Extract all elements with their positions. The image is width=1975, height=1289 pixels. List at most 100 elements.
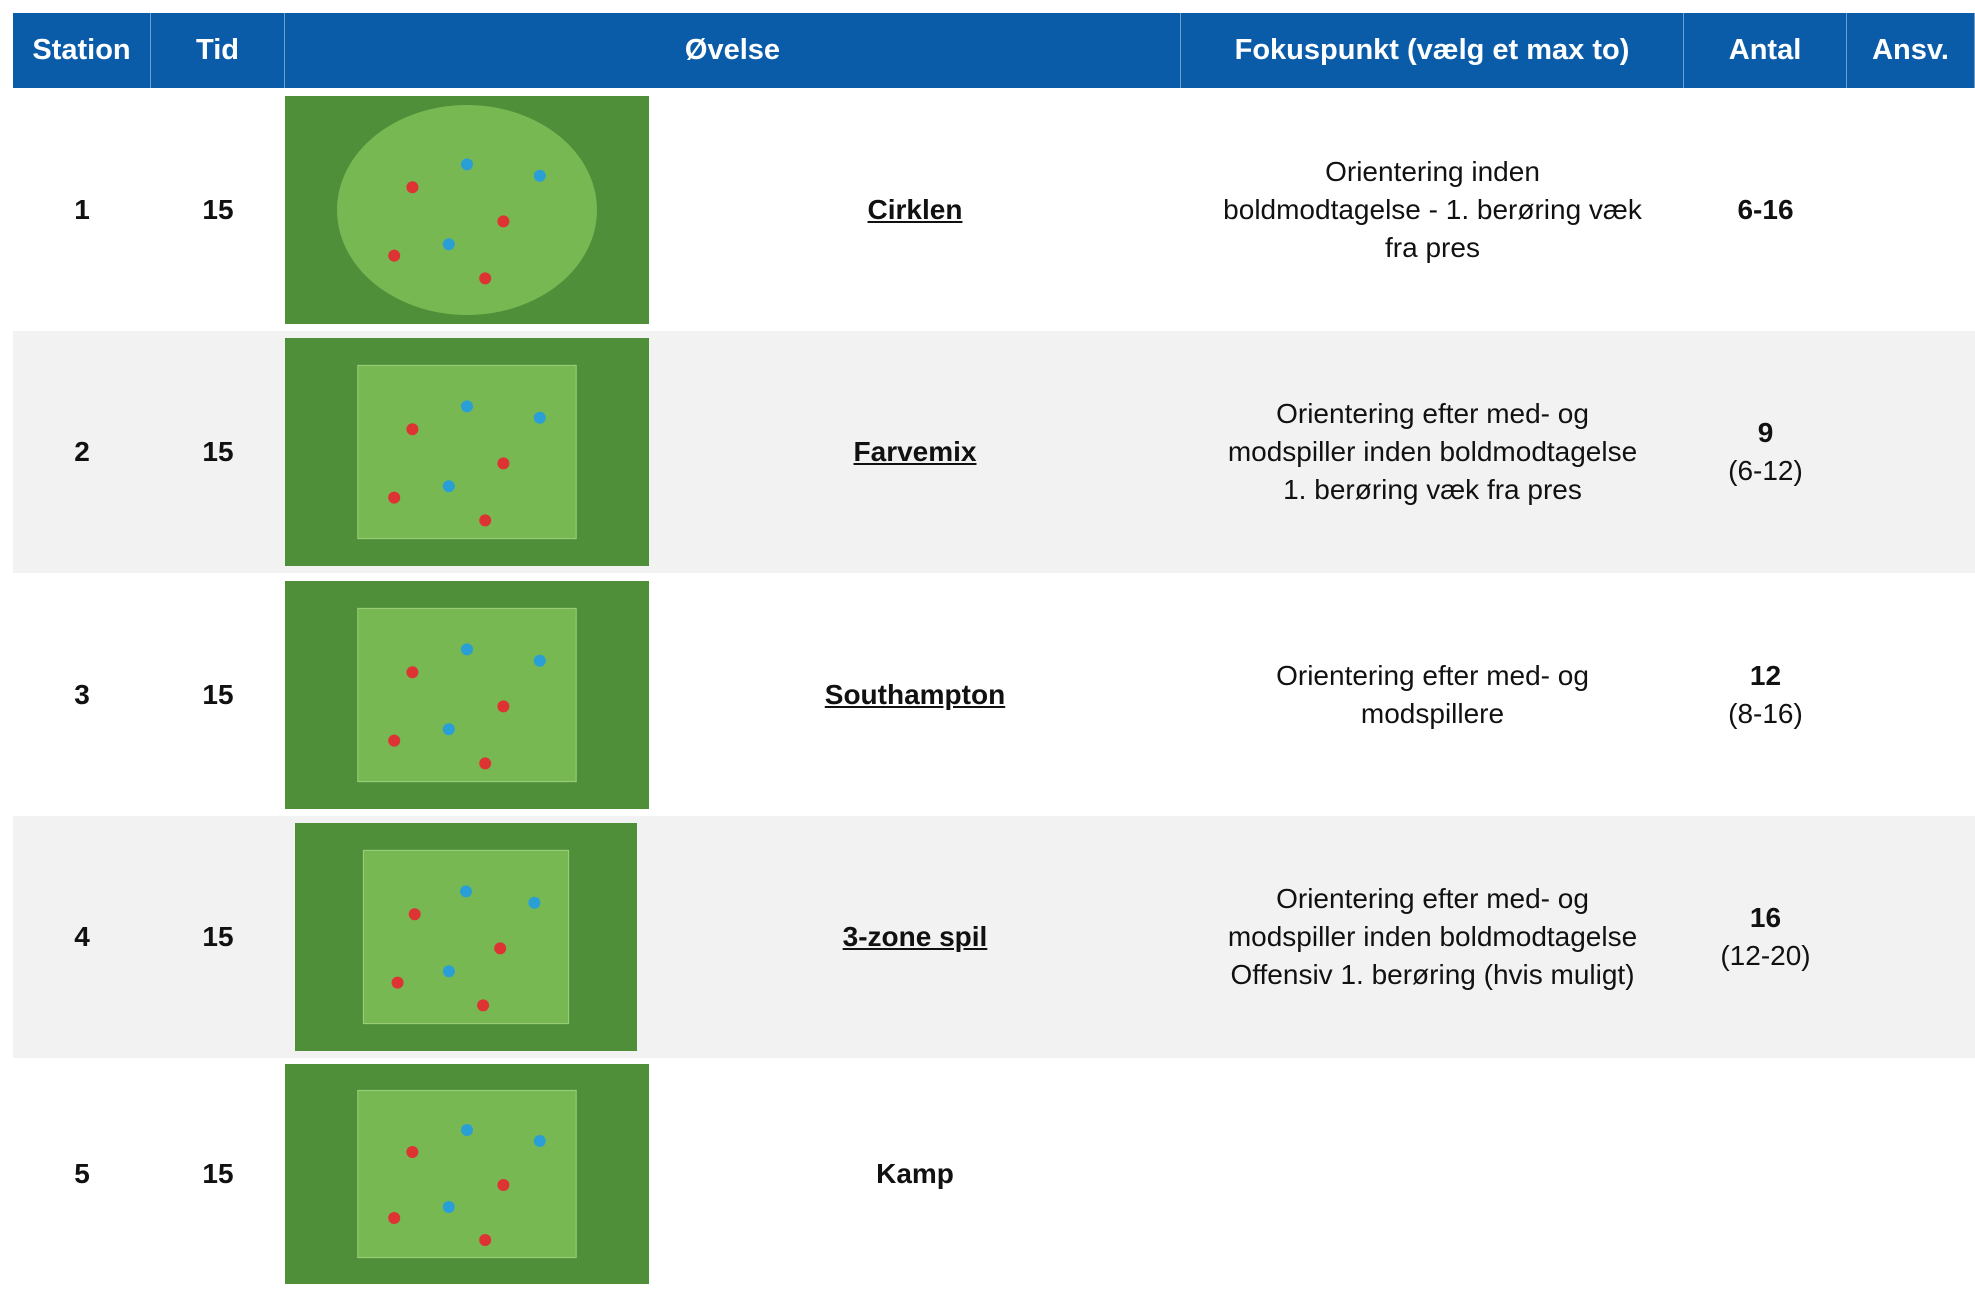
focus-line: Offensiv 1. berøring (hvis muligt) bbox=[1230, 959, 1635, 990]
diagram-shape bbox=[408, 908, 421, 921]
diagram-shape bbox=[357, 607, 577, 782]
focus-line: boldmodtagelse - 1. berøring væk bbox=[1223, 193, 1642, 225]
station: 2 bbox=[74, 436, 90, 467]
diagram-shape bbox=[494, 942, 507, 955]
station-cell: 4 bbox=[13, 816, 151, 1058]
time-cell: 15 bbox=[151, 816, 285, 1058]
diagram-shape bbox=[479, 1233, 492, 1246]
diagram-shape bbox=[479, 756, 492, 769]
time-cell: 15 bbox=[151, 573, 285, 816]
time-cell: 15 bbox=[151, 1058, 285, 1289]
count-range: (6-12) bbox=[1728, 455, 1803, 486]
diagram-shape bbox=[461, 642, 473, 655]
focus-cell: Orientering efter med- og modspillere bbox=[1181, 573, 1684, 816]
count-cell: 9 (6-12) bbox=[1684, 331, 1847, 573]
exercise-name: Farvemix bbox=[853, 436, 977, 467]
diagram-shape bbox=[406, 180, 419, 193]
diagram-shape bbox=[461, 157, 473, 170]
diagram-shape bbox=[533, 411, 546, 424]
count-cell: 16 (12-20) bbox=[1684, 816, 1847, 1058]
diagram-shape bbox=[497, 214, 510, 227]
diagram-shape bbox=[388, 734, 401, 747]
diagram-shape bbox=[460, 885, 472, 898]
table-row: 2 15 Farvemix Orientering efter med- og mods… bbox=[13, 331, 1975, 573]
time-cell: 15 bbox=[151, 331, 285, 573]
exercise-name: Southampton bbox=[824, 678, 1006, 710]
exercise-cell: 3-zone spil bbox=[649, 816, 1181, 1058]
diagram-shape bbox=[461, 1123, 473, 1136]
focus-line: Orientering efter med- og bbox=[1276, 659, 1589, 691]
table-row: 1 15 Cirklen Orientering inden boldmodtagels… bbox=[13, 88, 1975, 331]
diagram-shape bbox=[497, 699, 510, 712]
focus-line: modspillere bbox=[1360, 697, 1505, 729]
diagram-shape bbox=[479, 514, 492, 527]
station-cell: 1 bbox=[13, 88, 151, 331]
station-cell: 2 bbox=[13, 331, 151, 573]
diagram-shape bbox=[497, 457, 510, 470]
diagram-shape bbox=[442, 480, 455, 493]
station: 4 bbox=[74, 921, 90, 952]
station: 3 bbox=[74, 678, 90, 710]
column-header: Tid bbox=[151, 13, 285, 88]
diagram-shape bbox=[357, 1089, 577, 1258]
diagram-shape bbox=[388, 1211, 401, 1224]
diagram-shape bbox=[406, 1145, 419, 1158]
diagram-shape bbox=[406, 665, 419, 678]
exercise-name: Kamp bbox=[876, 1157, 954, 1189]
diagram-shape bbox=[442, 722, 455, 735]
exercise-cell: Kamp bbox=[649, 1058, 1181, 1289]
table-row: 4 15 3-zone spil Orientering efter med- og m… bbox=[13, 816, 1975, 1058]
time: 15 bbox=[202, 193, 234, 225]
diagram-shape bbox=[533, 1134, 546, 1147]
diagram-shape bbox=[528, 896, 541, 909]
time: 15 bbox=[202, 1157, 234, 1189]
diagram-shape bbox=[477, 999, 490, 1012]
diagram-shape bbox=[388, 491, 401, 504]
exercise-diagram bbox=[285, 95, 649, 324]
diagram-shape bbox=[357, 364, 577, 540]
count-cell: 12 (8-16) bbox=[1684, 573, 1847, 816]
station: 5 bbox=[74, 1157, 90, 1189]
count: 16 bbox=[1749, 902, 1782, 933]
station-cell: 3 bbox=[13, 573, 151, 816]
diagram-shape bbox=[442, 965, 455, 978]
time: 15 bbox=[202, 678, 234, 710]
diagram-shape bbox=[388, 249, 401, 262]
exercise-cell: Cirklen bbox=[649, 88, 1181, 331]
diagram-shape bbox=[406, 423, 419, 436]
count: 6-16 bbox=[1737, 193, 1794, 225]
focus-cell: Orientering inden boldmodtagelse - 1. ber… bbox=[1181, 88, 1684, 331]
column-header: Øvelse bbox=[285, 13, 1181, 88]
count-range: (8-16) bbox=[1728, 697, 1803, 729]
exercise-cell: Southampton bbox=[649, 573, 1181, 816]
focus-cell: Orientering efter med- og modspiller inde… bbox=[1181, 816, 1684, 1058]
station-cell: 5 bbox=[13, 1058, 151, 1289]
focus-line: Orientering inden bbox=[1325, 155, 1540, 187]
diagram-shape bbox=[362, 849, 570, 1025]
exercise-diagram bbox=[285, 338, 649, 566]
focus-line: modspiller inden boldmodtagelse bbox=[1227, 921, 1638, 952]
focus-line: Orientering efter med- og bbox=[1276, 883, 1589, 914]
column-header: Antal bbox=[1684, 13, 1847, 88]
time: 15 bbox=[202, 921, 234, 952]
diagram-shape bbox=[533, 169, 546, 182]
exercise-diagram bbox=[285, 1063, 649, 1284]
exercise-cell: Farvemix bbox=[649, 331, 1181, 573]
focus-line: fra pres bbox=[1385, 231, 1480, 263]
time: 15 bbox=[202, 436, 234, 467]
diagram-shape bbox=[461, 400, 473, 413]
column-header: Ansv. bbox=[1847, 13, 1975, 88]
exercise-diagram bbox=[285, 580, 649, 809]
exercise-name: Cirklen bbox=[867, 193, 963, 225]
focus-line: Orientering efter med- og bbox=[1276, 398, 1589, 429]
diagram-shape bbox=[442, 237, 455, 250]
exercise-name: 3-zone spil bbox=[842, 921, 988, 952]
table-row: 5 15 Kamp bbox=[13, 1058, 1975, 1289]
diagram-shape bbox=[533, 654, 546, 667]
count-range: (12-20) bbox=[1720, 940, 1811, 971]
diagram-shape bbox=[479, 271, 492, 284]
focus-line: 1. berøring væk fra pres bbox=[1283, 474, 1582, 505]
column-header: Station bbox=[13, 13, 151, 88]
column-header: Fokuspunkt (vælg et max to) bbox=[1181, 13, 1684, 88]
